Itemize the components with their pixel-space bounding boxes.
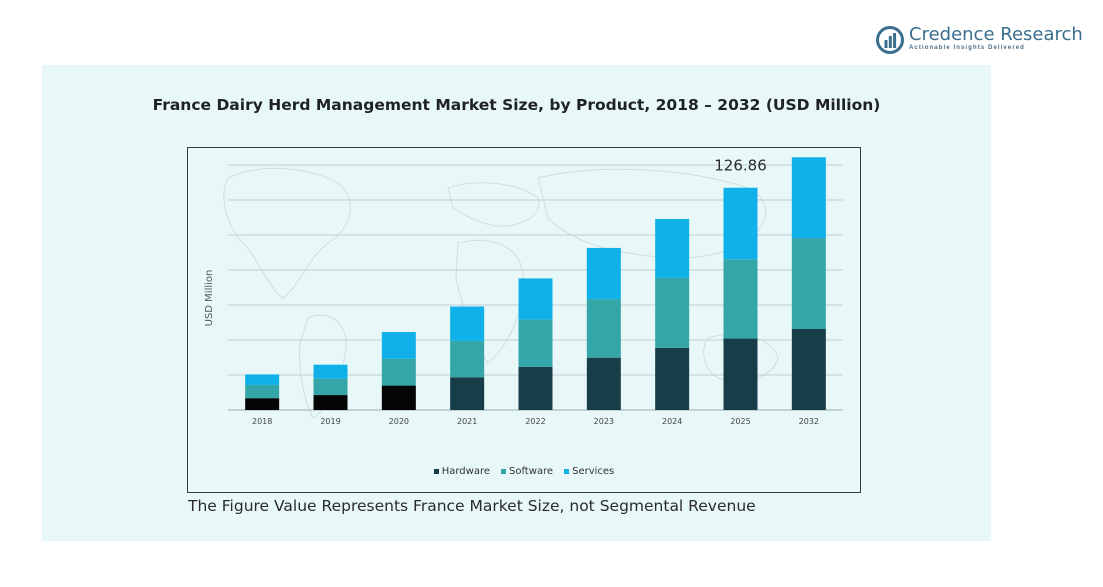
x-tick-label-2024: 2024 xyxy=(662,417,682,426)
bar-services-2022 xyxy=(518,278,553,320)
bar-software-2024 xyxy=(655,277,690,348)
bar-hardware-2022 xyxy=(518,366,553,410)
plot-area: USD Million 2018 2019 2020 2021 2022 2023 2024 2… xyxy=(187,147,861,493)
credence-research-logo: Credence Research Actionable Insights De… xyxy=(876,24,1083,56)
x-tick-label-2032: 2032 xyxy=(799,417,819,426)
legend-item-hardware: Hardware xyxy=(433,466,490,477)
legend-item-services: Services xyxy=(564,466,614,477)
x-tick-label-2025: 2025 xyxy=(730,417,750,426)
bar-hardware-2019 xyxy=(313,395,348,410)
legend-item-software: Software xyxy=(501,466,553,477)
world-map-watermark xyxy=(223,167,779,419)
bar-hardware-2024 xyxy=(655,347,690,410)
legend-swatch-software xyxy=(501,469,506,474)
bar-services-2025 xyxy=(723,187,758,260)
legend-swatch-hardware xyxy=(433,469,439,474)
legend-label-services: Services xyxy=(572,466,615,477)
chart-panel: France Dairy Herd Management Market Size… xyxy=(42,65,991,541)
bar-hardware-2021 xyxy=(450,377,485,410)
bar-software-2023 xyxy=(586,299,621,358)
chart-title: France Dairy Herd Management Market Size… xyxy=(152,96,881,114)
bar-services-2024 xyxy=(655,218,690,278)
bar-hardware-2020 xyxy=(381,385,416,410)
bar-hardware-2032 xyxy=(791,329,826,410)
bar-services-2021 xyxy=(450,306,485,341)
logo-mark-icon xyxy=(876,26,904,54)
data-label-2025: 126.86 xyxy=(714,157,767,175)
footnote: The Figure Value Represents France Marke… xyxy=(188,497,756,515)
logo-tagline: Actionable Insights Delivered xyxy=(909,45,1025,51)
bar-services-2018 xyxy=(245,374,280,385)
x-tick-label-2018: 2018 xyxy=(252,417,272,426)
logo-name: Credence Research xyxy=(909,24,1083,45)
bar-services-2019 xyxy=(313,364,348,379)
bar-hardware-2023 xyxy=(586,357,621,410)
x-tick-label-2019: 2019 xyxy=(320,417,340,426)
chart-legend: Hardware Software Services xyxy=(188,466,860,477)
bar-software-2018 xyxy=(245,384,280,399)
legend-swatch-services xyxy=(564,469,570,474)
legend-label-hardware: Hardware xyxy=(441,466,490,477)
x-tick-label-2022: 2022 xyxy=(525,417,545,426)
y-axis-title: USD Million xyxy=(204,270,215,327)
bar-software-2032 xyxy=(791,238,826,330)
bar-software-2019 xyxy=(313,378,348,396)
x-tick-label-2020: 2020 xyxy=(389,417,409,426)
bar-services-2032 xyxy=(791,157,826,239)
x-tick-label-2023: 2023 xyxy=(594,417,614,426)
legend-label-software: Software xyxy=(509,466,554,477)
bar-software-2022 xyxy=(518,319,553,367)
bar-software-2025 xyxy=(723,259,758,339)
bar-services-2020 xyxy=(381,332,416,359)
bar-software-2020 xyxy=(381,358,416,386)
bar-services-2023 xyxy=(586,247,621,300)
bar-hardware-2018 xyxy=(245,398,280,410)
x-tick-label-2021: 2021 xyxy=(457,417,477,426)
bar-hardware-2025 xyxy=(723,338,758,410)
chart-svg: USD Million 2018 2019 2020 2021 2022 2023 2024 2… xyxy=(204,157,843,426)
bar-software-2021 xyxy=(450,340,485,378)
